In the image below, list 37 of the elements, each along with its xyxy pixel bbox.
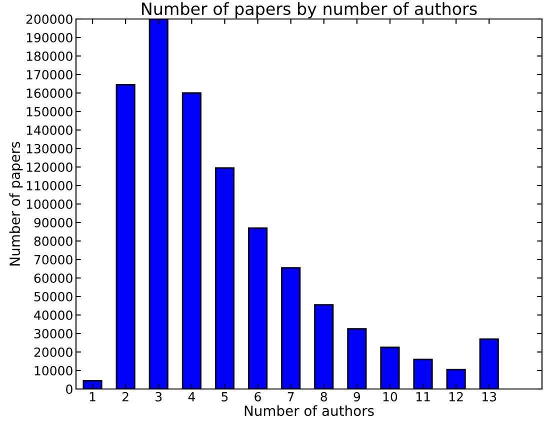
x-tick-label: 8	[320, 392, 327, 402]
x-tick-label: 10	[383, 392, 398, 402]
y-tick-label: 190000	[26, 32, 72, 42]
x-tick-label: 7	[288, 392, 294, 402]
y-tick-label: 50000	[34, 292, 72, 302]
x-axis-title: Number of authors	[244, 405, 374, 416]
y-tick-label: 130000	[26, 144, 72, 154]
y-tick-label: 110000	[26, 180, 72, 190]
y-tick-label: 0	[66, 384, 72, 394]
x-tick-label: 1	[90, 392, 96, 402]
x-tick-label: 2	[122, 392, 128, 402]
y-tick-label: 100000	[26, 199, 72, 209]
y-axis-title: Number of papers	[9, 142, 23, 266]
y-tick-label: 90000	[34, 218, 72, 228]
x-tick-label: 6	[254, 392, 261, 402]
x-tick-label: 11	[416, 392, 430, 402]
y-tick-label: 60000	[34, 273, 72, 283]
chart-title: Number of papers by number of authors	[142, 2, 477, 18]
y-tick-label: 70000	[34, 254, 72, 264]
y-tick-label: 120000	[26, 162, 72, 172]
x-tick-label: 13	[482, 392, 496, 402]
x-tick-label: 5	[222, 392, 228, 402]
y-tick-label: 180000	[26, 51, 72, 61]
y-tick-label: 80000	[34, 236, 72, 246]
y-tick-label: 160000	[26, 88, 72, 98]
y-tick-label: 200000	[26, 14, 72, 24]
y-tick-label: 20000	[34, 347, 72, 357]
y-tick-label: 150000	[26, 106, 72, 116]
y-tick-label: 170000	[26, 70, 72, 80]
y-tick-label: 140000	[26, 125, 72, 135]
y-tick-label: 10000	[34, 366, 72, 376]
y-tick-label: 30000	[34, 328, 72, 338]
x-tick-label: 9	[354, 392, 360, 402]
x-tick-label: 12	[449, 392, 463, 402]
x-tick-label: 3	[156, 392, 162, 402]
x-tick-label: 4	[188, 392, 195, 402]
y-tick-label: 40000	[34, 310, 72, 320]
